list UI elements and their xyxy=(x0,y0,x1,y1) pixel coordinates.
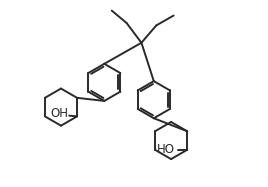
Text: OH: OH xyxy=(51,107,69,120)
Text: HO: HO xyxy=(157,143,175,156)
